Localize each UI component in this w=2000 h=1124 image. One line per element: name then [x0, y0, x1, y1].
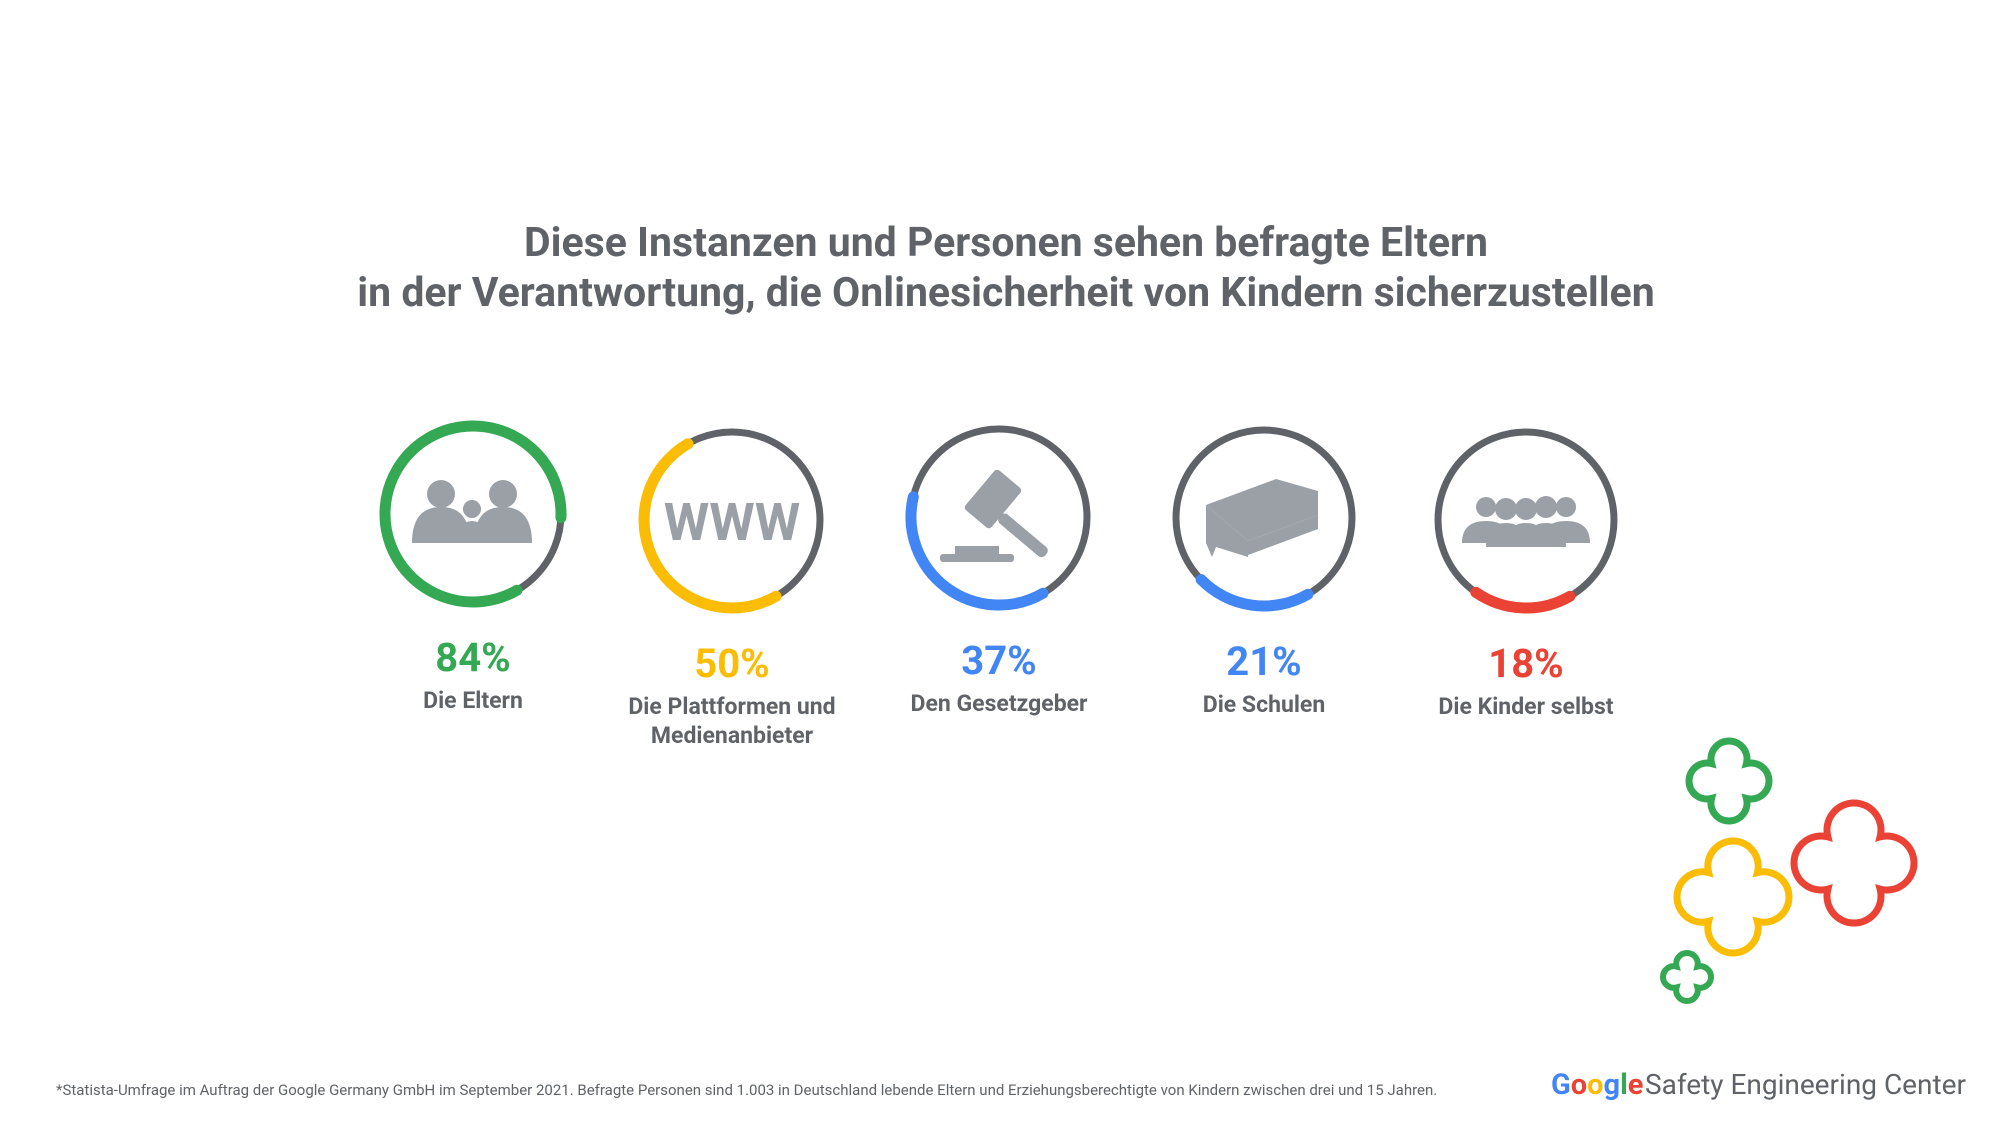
icons: WWW [412, 469, 1590, 562]
value-label: 84% [435, 634, 510, 681]
ring-arc [1470, 586, 1576, 614]
clover [1685, 737, 1773, 825]
title-line: Diese Instanzen und Personen sehen befra… [524, 219, 1488, 267]
ring-arc [1195, 574, 1314, 612]
category-label: Die Eltern [423, 687, 523, 714]
icon-www: WWW [664, 492, 801, 553]
category-label: Die Schulen [1202, 691, 1326, 718]
icon-book [1206, 479, 1318, 557]
value-label: 21% [1226, 638, 1301, 685]
footnote: *Statista-Umfrage im Auftrag der Google … [56, 1081, 1437, 1099]
category-label: Den Gesetzgeber [910, 690, 1088, 717]
category-label: Die Kinder selbst [1438, 693, 1614, 720]
category-label: Die Plattformen und Medienanbieter [628, 693, 836, 749]
value-label: 18% [1488, 640, 1563, 687]
brand-name: Safety Engineering Center [1645, 1068, 1967, 1101]
ring-arc [379, 420, 567, 608]
icon-group [1462, 496, 1590, 547]
decoration [1660, 737, 1918, 1004]
icon-parents [412, 480, 532, 543]
title-line: in der Verantwortung, die Onlinesicherhe… [357, 269, 1654, 317]
ring-arc [905, 491, 1049, 611]
clover [1790, 799, 1918, 927]
ring-arc [638, 438, 782, 614]
brand-logo: Google [1551, 1068, 1643, 1102]
clover [1673, 837, 1793, 957]
value-label: 50% [694, 640, 769, 687]
clover [1660, 950, 1714, 1004]
value-label: 37% [961, 637, 1036, 684]
icon-gavel [940, 469, 1048, 562]
